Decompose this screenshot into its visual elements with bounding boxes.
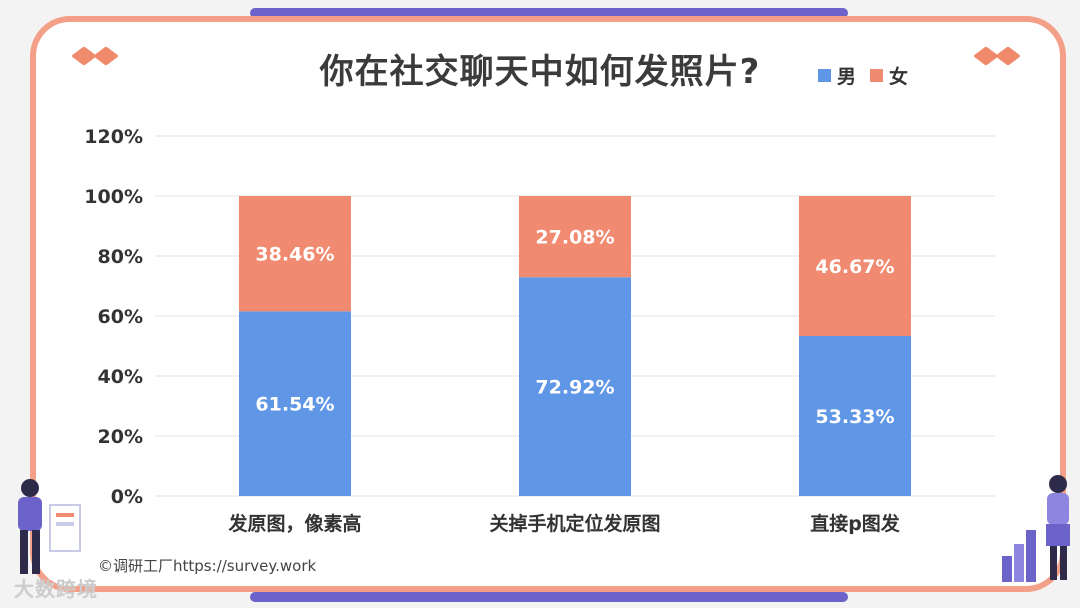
legend-label-male: 男 <box>837 66 857 88</box>
x-category-label: 关掉手机定位发原图 <box>489 512 660 535</box>
bar-male <box>519 277 631 496</box>
data-label: 72.92% <box>535 377 614 399</box>
y-tick-label: 60% <box>98 306 143 328</box>
legend-item-male: 男 <box>818 62 856 89</box>
source-credit: ©调研工厂https://survey.work <box>98 557 317 575</box>
legend-swatch-female <box>870 69 884 82</box>
chart-title: 你在社交聊天中如何发照片? <box>319 52 761 92</box>
legend-item-female: 女 <box>870 62 908 89</box>
data-label: 27.08% <box>535 227 614 249</box>
data-label: 53.33% <box>815 406 894 428</box>
y-tick-label: 0% <box>111 486 143 508</box>
brand-watermark: 大数跨境 <box>14 577 98 601</box>
data-label: 46.67% <box>815 256 894 278</box>
bar-male <box>799 336 911 496</box>
data-label: 38.46% <box>255 244 334 266</box>
x-category-label: 发原图，像素高 <box>227 512 361 535</box>
y-tick-label: 40% <box>98 366 143 388</box>
data-label: 61.54% <box>255 394 334 416</box>
x-category-label: 直接p图发 <box>810 512 901 535</box>
bar-male <box>239 311 351 496</box>
y-tick-label: 80% <box>98 246 143 268</box>
bar-female <box>239 196 351 312</box>
bottom-accent-tab <box>250 592 848 602</box>
bar-female <box>519 196 631 278</box>
legend-swatch-male <box>818 69 831 82</box>
bar-female <box>799 196 911 337</box>
y-tick-label: 20% <box>98 426 143 448</box>
top-accent-tab <box>250 8 848 18</box>
legend-label-female: 女 <box>889 66 909 88</box>
y-tick-label: 120% <box>84 126 143 148</box>
y-tick-label: 100% <box>84 186 143 208</box>
chart-legend: 男 女 <box>818 62 922 89</box>
